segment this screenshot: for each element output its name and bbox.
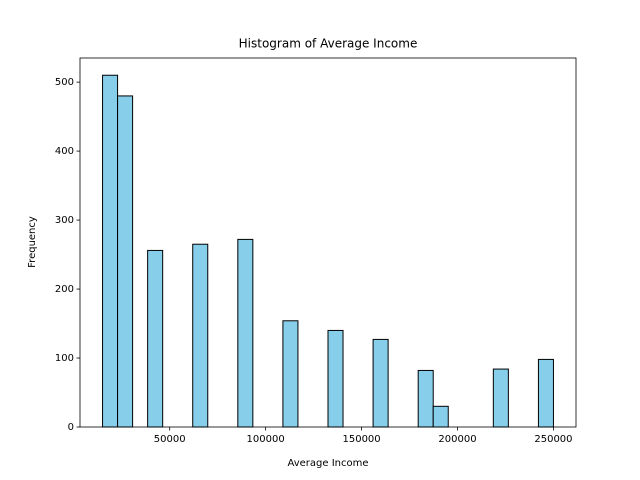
- y-tick-label: 500: [55, 77, 74, 88]
- bar: [432, 405, 449, 428]
- y-tick-label: 100: [55, 353, 74, 364]
- bar: [147, 249, 164, 428]
- bar: [327, 329, 344, 428]
- x-tick-label: 100000: [247, 434, 285, 445]
- x-tick-label: 200000: [438, 434, 476, 445]
- y-tick-label: 400: [55, 146, 74, 157]
- bar: [492, 368, 509, 428]
- y-tick-label: 0: [68, 422, 74, 433]
- x-tick-label: 250000: [534, 434, 572, 445]
- bar: [192, 243, 209, 428]
- chart-title: Histogram of Average Income: [239, 37, 418, 51]
- bar: [102, 74, 119, 428]
- y-tick-label: 300: [55, 215, 74, 226]
- y-tick-label: 200: [55, 284, 74, 295]
- bar: [537, 358, 554, 428]
- bar: [282, 320, 299, 428]
- bar: [237, 238, 254, 428]
- x-tick-label: 50000: [154, 434, 186, 445]
- bar: [372, 338, 389, 428]
- plot-frame: [79, 57, 577, 428]
- x-axis-label: Average Income: [287, 458, 368, 469]
- bar: [117, 95, 134, 428]
- bar: [417, 369, 434, 428]
- x-tick-label: 150000: [342, 434, 380, 445]
- y-axis-label: Frequency: [27, 216, 38, 268]
